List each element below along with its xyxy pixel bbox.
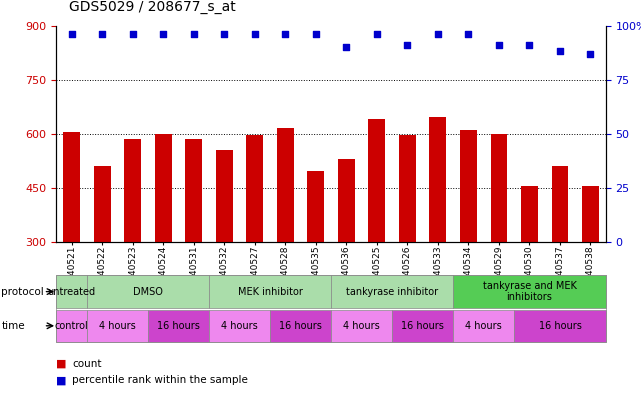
- Text: 4 hours: 4 hours: [221, 321, 258, 331]
- Point: [67, 31, 77, 37]
- Text: 16 hours: 16 hours: [538, 321, 581, 331]
- Point: [585, 50, 595, 57]
- Text: tankyrase and MEK
inhibitors: tankyrase and MEK inhibitors: [483, 281, 576, 302]
- Bar: [429, 118, 446, 242]
- Bar: [63, 132, 80, 242]
- Point: [494, 42, 504, 48]
- Bar: [308, 171, 324, 242]
- Bar: [124, 139, 141, 242]
- Point: [97, 31, 107, 37]
- Text: 4 hours: 4 hours: [343, 321, 380, 331]
- Bar: [216, 150, 233, 242]
- Point: [433, 31, 443, 37]
- Text: MEK inhibitor: MEK inhibitor: [238, 286, 303, 297]
- Text: time: time: [1, 321, 25, 331]
- Bar: [94, 166, 111, 242]
- Point: [311, 31, 321, 37]
- Bar: [490, 134, 507, 242]
- Bar: [338, 159, 354, 242]
- Text: count: count: [72, 358, 102, 369]
- Text: control: control: [54, 321, 88, 331]
- Bar: [246, 136, 263, 242]
- Point: [555, 48, 565, 55]
- Text: percentile rank within the sample: percentile rank within the sample: [72, 375, 248, 386]
- Bar: [521, 186, 538, 242]
- Text: 4 hours: 4 hours: [99, 321, 136, 331]
- Bar: [399, 136, 416, 242]
- Point: [463, 31, 474, 37]
- Point: [158, 31, 169, 37]
- Bar: [551, 166, 569, 242]
- Bar: [155, 134, 172, 242]
- Text: DMSO: DMSO: [133, 286, 163, 297]
- Text: GDS5029 / 208677_s_at: GDS5029 / 208677_s_at: [69, 0, 236, 14]
- Point: [249, 31, 260, 37]
- Text: ■: ■: [56, 375, 67, 386]
- Text: 16 hours: 16 hours: [157, 321, 200, 331]
- Bar: [369, 119, 385, 242]
- Point: [128, 31, 138, 37]
- Point: [280, 31, 290, 37]
- Text: 4 hours: 4 hours: [465, 321, 502, 331]
- Point: [341, 44, 351, 50]
- Point: [219, 31, 229, 37]
- Text: tankyrase inhibitor: tankyrase inhibitor: [346, 286, 438, 297]
- Bar: [185, 139, 202, 242]
- Point: [524, 42, 535, 48]
- Text: 16 hours: 16 hours: [279, 321, 322, 331]
- Text: protocol: protocol: [1, 286, 44, 297]
- Bar: [460, 130, 477, 242]
- Point: [403, 42, 413, 48]
- Bar: [277, 128, 294, 242]
- Text: 16 hours: 16 hours: [401, 321, 444, 331]
- Point: [188, 31, 199, 37]
- Bar: [582, 186, 599, 242]
- Text: untreated: untreated: [47, 286, 96, 297]
- Text: ■: ■: [56, 358, 67, 369]
- Point: [372, 31, 382, 37]
